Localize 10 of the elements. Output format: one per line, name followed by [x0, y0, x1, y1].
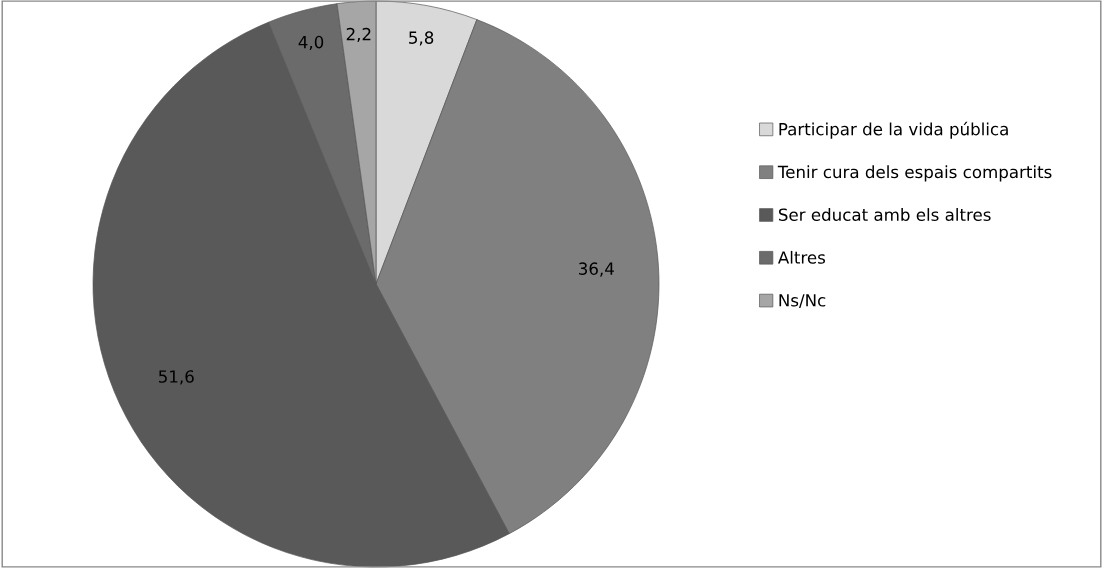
data-label: 51,6: [159, 370, 194, 385]
legend-label: Participar de la vida pública: [779, 121, 1008, 139]
legend-label: Ser educat amb els altres: [778, 208, 991, 222]
data-label: 5,8: [409, 31, 434, 46]
data-label: 4,0: [298, 35, 324, 51]
legend-label: Altres: [777, 250, 826, 264]
data-label: 2,2: [346, 27, 371, 43]
data-label: 36,4: [579, 262, 614, 277]
legend-label: Ns/Nc: [779, 294, 826, 308]
legend-label: Tenir cura dels espais compartits: [777, 165, 1052, 182]
